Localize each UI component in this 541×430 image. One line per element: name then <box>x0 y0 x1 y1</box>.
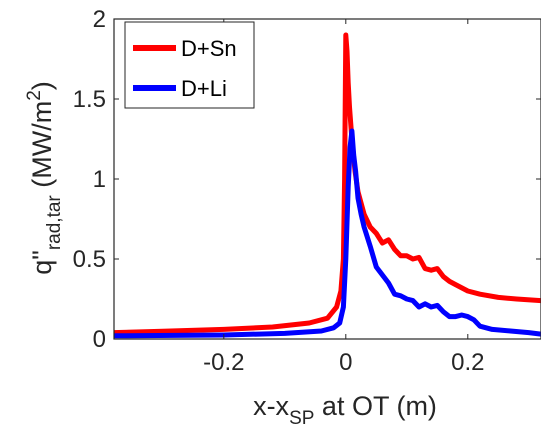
y-tick-label: 0.5 <box>73 246 106 273</box>
legend-label-dli: D+Li <box>181 76 227 101</box>
legend: D+Sn D+Li <box>124 21 255 109</box>
x-tick-label: 0.2 <box>451 349 484 376</box>
y-axis-label-main: q" <box>27 250 57 275</box>
series-lines <box>113 32 541 339</box>
legend-box <box>124 21 255 109</box>
y-axis-label-sub: rad,tar <box>44 195 65 251</box>
y-tick-label: 2 <box>93 6 106 33</box>
y-tick-label: 1.5 <box>73 86 106 113</box>
y-tick-label: 0 <box>93 326 106 353</box>
axis-ticks: -0.2 0 0.2 0 0.5 1 1.5 2 <box>73 6 541 376</box>
series-line-dli <box>113 128 541 339</box>
x-axis-label-sub: SP <box>289 408 314 429</box>
y-tick-label: 1 <box>93 166 106 193</box>
x-axis-label-main: x-x <box>253 391 289 421</box>
x-axis-label-rest: at OT (m) <box>314 391 437 421</box>
x-tick-label: -0.2 <box>203 349 244 376</box>
x-axis-label: x-xSP at OT (m) <box>253 391 437 429</box>
series-line-dsn <box>113 32 541 336</box>
legend-label-dsn: D+Sn <box>181 36 237 61</box>
y-axis-label-rest: (MW/m <box>27 101 57 195</box>
y-axis-label: q"rad,tar (MW/m2) <box>24 81 65 275</box>
y-axis-label-sup: 2 <box>24 90 45 101</box>
x-tick-label: 0 <box>339 349 352 376</box>
y-axis-label-close: ) <box>27 81 57 90</box>
